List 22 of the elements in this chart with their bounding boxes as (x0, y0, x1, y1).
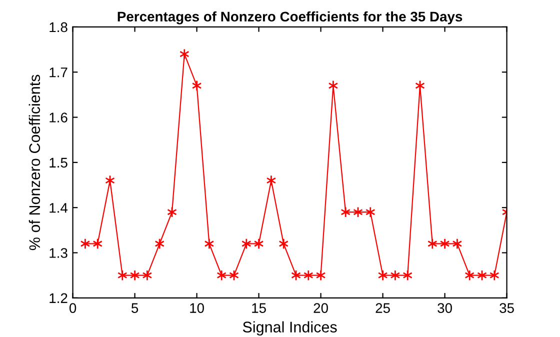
y-tick-label: 1.6 (50, 112, 68, 122)
chart-title: Percentages of Nonzero Coefficients for the 35 Days (118, 11, 462, 24)
point (266, 174, 276, 186)
x-tick-label: 5 (131, 303, 138, 313)
x-tick-label: 25 (376, 303, 390, 313)
y-axis-title: % of Nonzero Coefficients (28, 74, 40, 250)
x-tick-label: 35 (500, 303, 514, 313)
point (365, 206, 376, 218)
x-tick-label: 15 (252, 303, 266, 313)
x-tick-label: 20 (314, 303, 328, 313)
point (179, 48, 190, 60)
y-tick-label: 1.3 (50, 248, 68, 258)
x-tick-label: 0 (69, 303, 76, 313)
point (340, 206, 351, 218)
y-tick-label: 1.8 (50, 22, 68, 32)
x-axis-title: Signal Indices (242, 321, 337, 336)
x-tick-label: 30 (438, 303, 452, 313)
y-tick-label: 1.4 (50, 203, 68, 213)
y-tick-label: 1.7 (50, 68, 68, 78)
y-tick-label: 1.2 (50, 293, 68, 303)
x-tick-label: 10 (190, 303, 204, 313)
y-tick-label: 1.5 (50, 158, 68, 168)
